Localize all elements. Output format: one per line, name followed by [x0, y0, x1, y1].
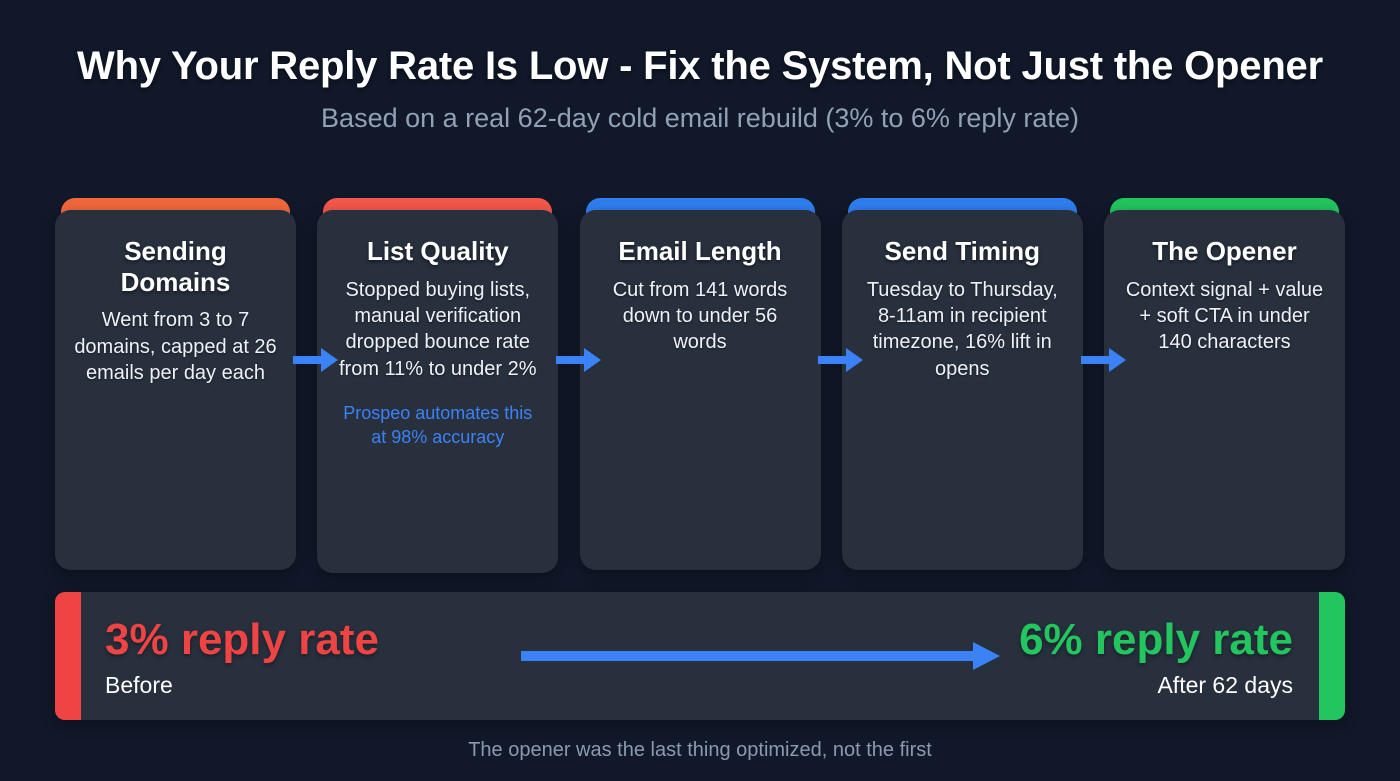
- step-card-3: Email Length Cut from 141 words down to …: [579, 198, 821, 570]
- card-title-1: Sending Domains: [120, 236, 231, 297]
- arrow-right-icon-1: [293, 345, 339, 375]
- result-before-group: 3% reply rate Before: [105, 618, 379, 697]
- arrow-right-icon-4: [1081, 345, 1127, 375]
- step-card-2: List Quality Stopped buying lists, manua…: [317, 198, 559, 573]
- card-panel-4: Send Timing Tuesday to Thursday, 8-11am …: [841, 210, 1083, 570]
- result-accent-before: [55, 592, 81, 720]
- card-body-5: Context signal + value + soft CTA in und…: [1125, 278, 1324, 354]
- step-card-1: Sending Domains Went from 3 to 7 domains…: [55, 198, 296, 570]
- result-after-value: 6% reply rate: [1019, 615, 1293, 664]
- card-title-3: Email Length: [618, 236, 782, 266]
- card-title-5: The Opener: [1152, 236, 1297, 266]
- result-before-label: Before: [105, 672, 173, 698]
- progress-arrow-icon: [521, 640, 1001, 672]
- card-body-4: Tuesday to Thursday, 8-11am in recipient…: [866, 278, 1058, 380]
- page-title: Why Your Reply Rate Is Low - Fix the Sys…: [77, 44, 1323, 88]
- page-subtitle: Based on a real 62-day cold email rebuil…: [321, 103, 1079, 133]
- card-panel-5: The Opener Context signal + value + soft…: [1104, 210, 1345, 570]
- step-card-5: The Opener Context signal + value + soft…: [1104, 198, 1345, 570]
- card-title-4: Send Timing: [884, 236, 1041, 266]
- card-panel-1: Sending Domains Went from 3 to 7 domains…: [55, 210, 296, 570]
- result-after-label: After 62 days: [1157, 672, 1293, 698]
- result-before-value: 3% reply rate: [105, 615, 379, 664]
- card-panel-2: List Quality Stopped buying lists, manua…: [317, 210, 559, 573]
- header: Why Your Reply Rate Is Low - Fix the Sys…: [0, 0, 1400, 134]
- card-body-2: Stopped buying lists, manual verificatio…: [338, 278, 537, 380]
- arrow-right-icon-2: [556, 345, 602, 375]
- card-panel-3: Email Length Cut from 141 words down to …: [579, 210, 821, 570]
- step-card-4: Send Timing Tuesday to Thursday, 8-11am …: [841, 198, 1083, 570]
- result-accent-after: [1319, 592, 1345, 720]
- arrow-right-icon-3: [818, 345, 864, 375]
- footer-caption: The opener was the last thing optimized,…: [468, 739, 932, 761]
- result-after-group: 6% reply rate After 62 days: [1019, 618, 1293, 697]
- card-body-3: Cut from 141 words down to under 56 word…: [612, 278, 788, 354]
- card-note-2: Prospeo automates this at 98% accuracy: [343, 403, 533, 447]
- process-steps-row: Sending Domains Went from 3 to 7 domains…: [55, 198, 1345, 580]
- card-title-2: List Quality: [366, 236, 509, 266]
- result-summary-bar: 3% reply rate Before 6% reply rate After…: [55, 592, 1345, 720]
- card-body-1: Went from 3 to 7 domains, capped at 26 e…: [74, 309, 277, 385]
